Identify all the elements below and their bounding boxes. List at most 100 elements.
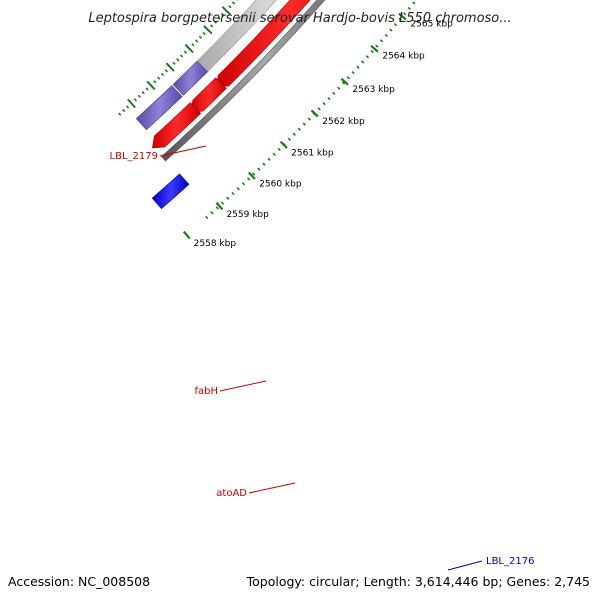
inner-tick [125, 105, 130, 109]
cog-features [135, 60, 208, 131]
inner-tick [153, 80, 157, 84]
backbone-ring [161, 0, 326, 162]
backbone-layer [161, 0, 326, 162]
outer-tick [389, 28, 393, 32]
tick-label: 2559 kbp [226, 210, 269, 220]
tick-label: 2558 kbp [194, 239, 237, 249]
inner-tick [202, 31, 206, 36]
gene-label-lbl-2179[interactable]: LBL_2179 [110, 151, 158, 162]
outer-tick [322, 102, 326, 106]
outer-tick [236, 187, 240, 191]
outer-tick [257, 167, 261, 171]
outer-tick [287, 137, 291, 141]
outer-tick [403, 12, 407, 16]
major-tick [310, 109, 319, 118]
outer-tick [356, 65, 360, 69]
major-tick [279, 140, 288, 149]
outer-tick [398, 17, 402, 21]
forward-strand-genes [152, 0, 311, 149]
inner-tick [160, 72, 165, 77]
outer-tick [361, 60, 365, 64]
label-leader-lbl-2176 [447, 560, 483, 571]
outer-tick [292, 132, 296, 136]
inner-tick [137, 94, 141, 98]
outer-tick [302, 122, 306, 126]
outer-tick [267, 157, 271, 161]
inner-tick [221, 6, 231, 16]
accession-text: Accession: NC_008508 [8, 574, 150, 589]
major-tick [340, 77, 349, 86]
label-leader-lbl-2179 [159, 145, 207, 157]
major-tick [182, 230, 191, 240]
inner-tick [231, 1, 236, 5]
inner-tick [176, 58, 180, 62]
outer-tick [205, 215, 209, 220]
outer-tick [317, 107, 321, 111]
tick-label: 2561 kbp [291, 148, 334, 158]
outer-tick [327, 96, 331, 101]
inner-tick [220, 12, 225, 17]
outer-tick [370, 49, 374, 54]
outer-tick [365, 55, 370, 59]
tick-label: 2563 kbp [352, 85, 395, 95]
outer-tick [252, 172, 256, 176]
tick-label: 2565 kbp [410, 19, 453, 29]
outer-tick [337, 86, 341, 90]
gene-label-lbl-2176[interactable]: LBL_2176 [486, 556, 534, 567]
inner-tick [146, 80, 156, 91]
inner-tick [179, 54, 184, 58]
outer-tick [226, 196, 230, 200]
outer-tick [379, 39, 384, 43]
major-tick [248, 171, 256, 180]
outer-tick [220, 201, 225, 205]
gene-label-group: LBL_2179 fabH atoAD LBL_2176 [110, 145, 534, 571]
outer-tick [341, 81, 346, 85]
major-tick [215, 201, 224, 211]
inner-tick [157, 76, 161, 80]
outer-tick [246, 177, 251, 181]
outer-tick [393, 23, 398, 27]
outer-tick [412, 1, 416, 5]
outer-tick [332, 91, 336, 96]
outer-tick [241, 182, 246, 186]
inner-tick [228, 5, 232, 9]
outer-tick [351, 70, 355, 75]
outer-tick [407, 6, 411, 10]
outer-tick-track [182, 1, 416, 240]
tick-label: 2562 kbp [322, 117, 365, 127]
tick-label: 2564 kbp [382, 52, 425, 62]
inner-tick [164, 69, 168, 73]
inner-tick [183, 50, 188, 54]
outer-tick [210, 211, 214, 215]
outer-tick [262, 162, 266, 166]
inner-tick [195, 39, 199, 43]
outer-tick [231, 191, 235, 196]
map-title: Leptospira borgpetersenii serovar Hardjo… [88, 11, 511, 26]
blue-feature-lbl-2176[interactable] [151, 173, 190, 210]
blue-feature-track [151, 173, 190, 210]
inner-tick [191, 43, 195, 47]
inner-tick [172, 61, 176, 66]
tick-label-group: 2565 kbp 2564 kbp 2563 kbp 2562 kbp 2561 kbp… [194, 19, 453, 249]
outer-tick [375, 44, 379, 48]
outer-tick [277, 147, 281, 151]
inner-tick-track [118, 0, 239, 116]
major-tick [370, 44, 379, 53]
inner-tick [209, 24, 214, 28]
cog-feature-fabh [172, 60, 208, 96]
outer-tick [307, 117, 311, 121]
inner-tick [213, 20, 217, 24]
inner-tick [198, 35, 203, 39]
inner-tick [203, 25, 213, 35]
forward-gene-atoad[interactable] [152, 102, 202, 149]
inner-tick [122, 108, 126, 113]
inner-tick [184, 43, 194, 54]
outer-tick [346, 76, 350, 80]
major-tick [398, 12, 407, 21]
inner-tick [217, 16, 221, 20]
outer-tick [384, 33, 388, 37]
gene-label-fabh[interactable]: fabH [194, 386, 218, 397]
gene-label-atoad[interactable]: atoAD [216, 488, 247, 499]
inner-tick [165, 62, 175, 72]
